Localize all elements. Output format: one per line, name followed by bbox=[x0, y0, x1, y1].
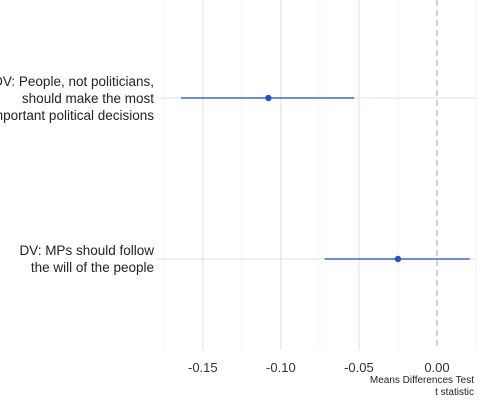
minor-gridlines bbox=[163, 0, 477, 350]
x-tick-label-3: 0.00 bbox=[424, 360, 449, 375]
x-tick-label-1: -0.10 bbox=[266, 360, 296, 375]
category-label-0-line-2: important political decisions bbox=[0, 107, 154, 123]
caption-line-1: Means Differences Test bbox=[369, 375, 474, 386]
category-label-1-line-1: the will of the people bbox=[30, 260, 154, 275]
point-estimate-1 bbox=[394, 255, 402, 263]
x-tick-label-0: -0.15 bbox=[188, 360, 218, 375]
caption-line-2: t statistic bbox=[435, 387, 474, 398]
category-label-0-line-0: DV: People, not politicians, bbox=[0, 73, 154, 89]
major-gridlines bbox=[202, 0, 360, 350]
estimate-marks bbox=[180, 94, 470, 263]
point-estimate-0 bbox=[265, 94, 272, 102]
x-axis-tick-labels: -0.15 -0.10 -0.05 0.00 bbox=[188, 360, 450, 375]
x-tick-label-2: -0.05 bbox=[344, 360, 374, 375]
category-label-0-line-1: should make the most bbox=[21, 90, 154, 106]
horizontal-gridlines bbox=[156, 97, 476, 260]
category-label-1-line-0: DV: MPs should follow bbox=[19, 243, 154, 258]
